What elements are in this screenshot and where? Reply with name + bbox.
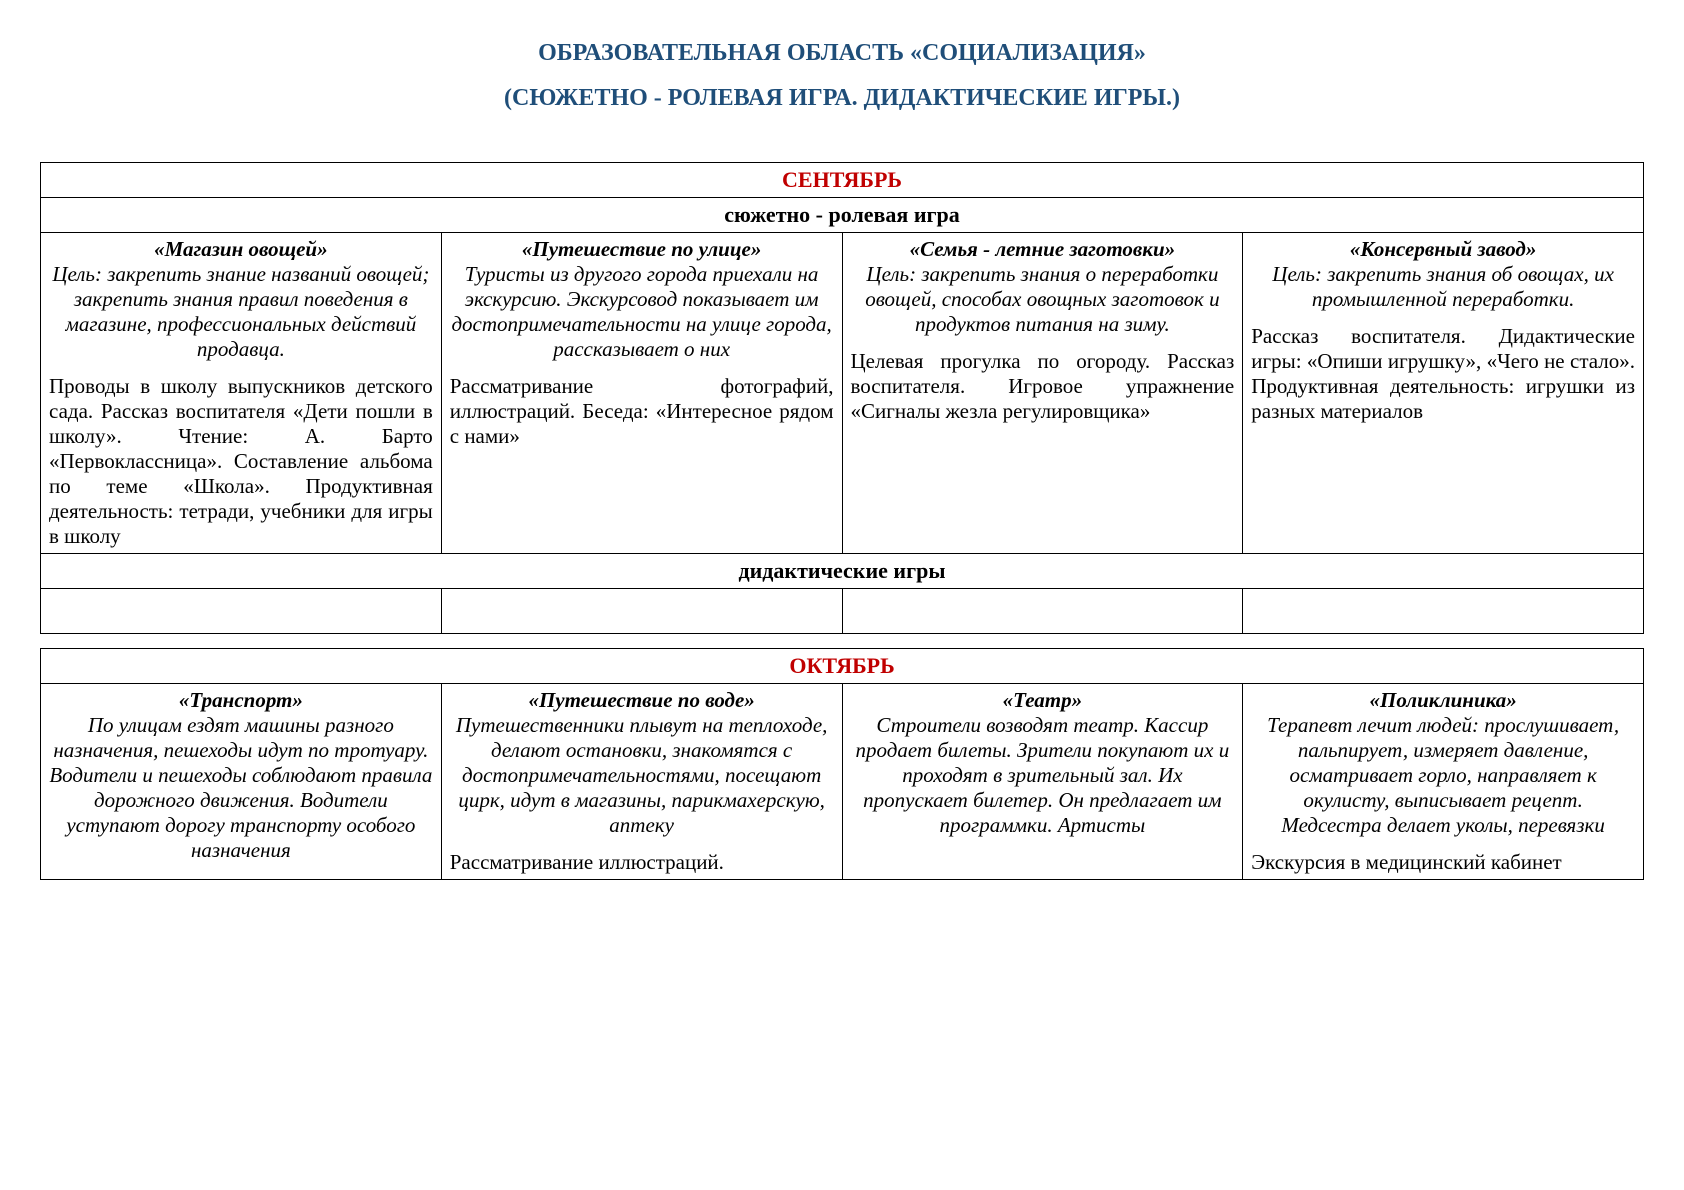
game-goal: Туристы из другого города приехали на эк… (450, 262, 834, 362)
game-title: «Магазин овощей» (49, 237, 433, 262)
curriculum-table: СЕНТЯБРЬ сюжетно - ролевая игра «Магазин… (40, 162, 1644, 880)
game-goal: Цель: закрепить знания об овощах, их про… (1251, 262, 1635, 312)
game-title: «Поликлиника» (1251, 688, 1635, 713)
game-goal: Цель: закрепить знания о переработки ово… (851, 262, 1235, 337)
game-title: «Транспорт» (49, 688, 433, 713)
sep-cell-1: «Магазин овощей» Цель: закрепить знание … (41, 233, 442, 554)
section-didactic: дидактические игры (41, 554, 1644, 589)
game-title: «Консервный завод» (1251, 237, 1635, 262)
page-title-2: (СЮЖЕТНО - РОЛЕВАЯ ИГРА. ДИДАКТИЧЕСКИЕ И… (40, 85, 1644, 112)
game-title: «Театр» (851, 688, 1235, 713)
spacer (41, 634, 1644, 649)
game-goal: Строители возводят театр. Кассир продает… (851, 713, 1235, 838)
sep-cell-2: «Путешествие по улице» Туристы из другог… (441, 233, 842, 554)
month-october: ОКТЯБРЬ (41, 649, 1644, 684)
sep-cell-3: «Семья - летние заготовки» Цель: закрепи… (842, 233, 1243, 554)
game-goal: Цель: закрепить знание названий овощей; … (49, 262, 433, 362)
section-roleplay: сюжетно - ролевая игра (41, 198, 1644, 233)
empty-cell (441, 589, 842, 634)
game-title: «Путешествие по воде» (450, 688, 834, 713)
game-body: Рассматривание фотографий, иллюстраций. … (450, 374, 834, 449)
game-body: Целевая прогулка по огороду. Рассказ вос… (851, 349, 1235, 424)
game-title: «Семья - летние заготовки» (851, 237, 1235, 262)
sep-cell-4: «Консервный завод» Цель: закрепить знани… (1243, 233, 1644, 554)
game-body: Проводы в школу выпускников детского сад… (49, 374, 433, 549)
oct-cell-4: «Поликлиника» Терапевт лечит людей: прос… (1243, 684, 1644, 880)
oct-cell-1: «Транспорт» По улицам ездят машины разно… (41, 684, 442, 880)
oct-cell-2: «Путешествие по воде» Путешественники пл… (441, 684, 842, 880)
game-title: «Путешествие по улице» (450, 237, 834, 262)
game-body: Рассматривание иллюстраций. (450, 850, 834, 875)
game-goal: Путешественники плывут на теплоходе, дел… (450, 713, 834, 838)
game-body: Рассказ воспитателя. Дидактические игры:… (1251, 324, 1635, 424)
game-body: Экскурсия в медицинский кабинет (1251, 850, 1635, 875)
game-goal: По улицам ездят машины разного назначени… (49, 713, 433, 863)
empty-cell (842, 589, 1243, 634)
game-goal: Терапевт лечит людей: прослушивает, паль… (1251, 713, 1635, 838)
page-title-1: ОБРАЗОВАТЕЛЬНАЯ ОБЛАСТЬ «СОЦИАЛИЗАЦИЯ» (40, 40, 1644, 67)
empty-cell (41, 589, 442, 634)
month-september: СЕНТЯБРЬ (41, 163, 1644, 198)
empty-cell (1243, 589, 1644, 634)
oct-cell-3: «Театр» Строители возводят театр. Кассир… (842, 684, 1243, 880)
